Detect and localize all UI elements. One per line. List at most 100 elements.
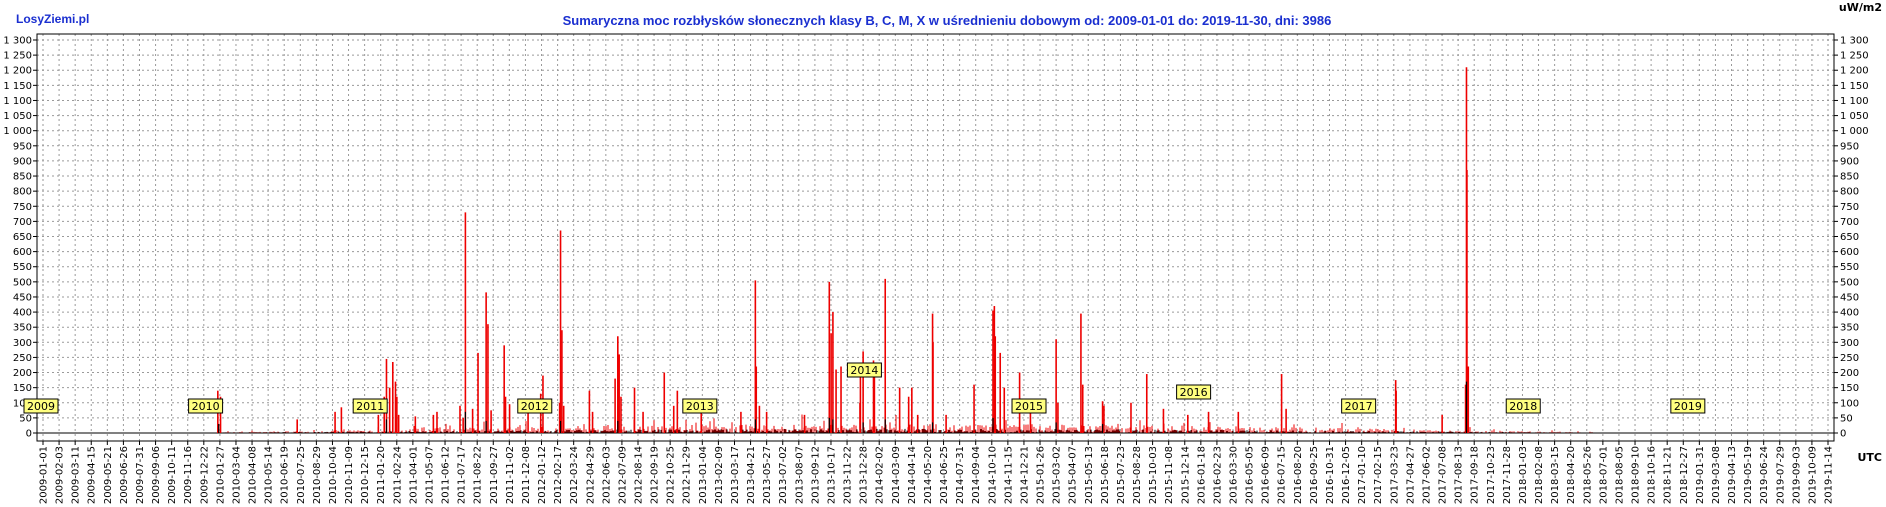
x-tick-label: 2014-02-02 <box>875 446 886 504</box>
x-tick-label: 2013-10-17 <box>826 446 837 504</box>
y-tick-label: 150 <box>13 383 32 394</box>
y-tick-label: 850 <box>1840 172 1859 183</box>
x-tick-label: 2013-08-07 <box>794 446 805 504</box>
y-tick-label: 50 <box>1840 413 1853 424</box>
year-marker-label: 2014 <box>850 364 878 377</box>
year-marker: 2010 <box>188 398 224 414</box>
x-tick-label: 2014-04-14 <box>907 446 918 504</box>
y-tick-label: 600 <box>1840 247 1859 258</box>
x-tick-label: 2018-03-15 <box>1550 446 1561 504</box>
x-tick-label: 2019-01-31 <box>1695 446 1706 504</box>
year-marker-box <box>682 398 718 414</box>
y-tick-label: 550 <box>1840 262 1859 273</box>
x-tick-label: 2015-05-13 <box>1084 446 1095 504</box>
y-tick-label: 1 150 <box>1840 81 1869 92</box>
x-tick-label: 2014-09-04 <box>971 446 982 504</box>
year-markers: 2009 2010 2011 2012 2013 2014 2015 2016 2017 2018… <box>23 362 1706 414</box>
x-tick-label: 2012-08-14 <box>634 446 645 504</box>
x-tick-label: 2012-02-17 <box>553 446 564 504</box>
y-tick-label: 0 <box>26 429 32 440</box>
y-tick-label: 1 000 <box>1840 126 1869 137</box>
y-tick-label: 350 <box>1840 323 1859 334</box>
x-tick-label: 2016-10-31 <box>1325 446 1336 504</box>
x-tick-label: 2015-04-07 <box>1068 446 1079 504</box>
x-tick-label: 2016-06-09 <box>1261 446 1272 504</box>
y-tick-label: 700 <box>13 217 32 228</box>
year-marker-box <box>1505 398 1541 414</box>
x-tick-label: 2011-01-20 <box>376 446 387 504</box>
y-tick-label: 1 200 <box>1840 66 1869 77</box>
y-tick-label: 300 <box>1840 338 1859 349</box>
x-tick-label: 2016-08-20 <box>1293 446 1304 504</box>
x-tick-label: 2013-11-22 <box>843 446 854 504</box>
plot-frame <box>36 33 1835 442</box>
y-tick-label: 250 <box>1840 353 1859 364</box>
chart-title: Sumaryczna moc rozbłysków słonecznych kl… <box>563 13 1332 28</box>
x-tick-label: 2009-01-01 <box>39 446 50 504</box>
y-tick-label: 800 <box>13 187 32 198</box>
y-tick-label: 550 <box>13 262 32 273</box>
x-tick-label: 2012-04-29 <box>585 446 596 504</box>
x-tick-label: 2009-11-16 <box>183 446 194 504</box>
x-tick-label: 2016-05-05 <box>1245 446 1256 504</box>
x-tick-label: 2012-03-24 <box>569 446 580 504</box>
y-tick-label: 300 <box>13 338 32 349</box>
year-marker-box <box>352 398 388 414</box>
x-tick-label: 2010-08-29 <box>312 446 323 504</box>
x-tick-label: 2015-11-08 <box>1164 446 1175 504</box>
x-tick-label: 2015-06-18 <box>1100 446 1111 504</box>
y-tick-label: 350 <box>13 323 32 334</box>
y-tick-label: 1 050 <box>1840 111 1869 122</box>
x-tick-label: 2015-10-03 <box>1148 446 1159 504</box>
x-tick-label: 2013-12-28 <box>859 446 870 504</box>
x-tick-label: 2017-06-02 <box>1421 446 1432 504</box>
y-tick-label: 1 300 <box>1840 36 1869 47</box>
year-marker-label: 2017 <box>1345 400 1373 413</box>
x-tick-label: 2015-12-14 <box>1180 446 1191 504</box>
x-tick-label: 2011-09-27 <box>489 446 500 504</box>
x-tick-label: 2011-11-02 <box>505 446 516 504</box>
x-tick-label: 2009-06-26 <box>119 446 130 504</box>
x-tick-label: 2009-04-15 <box>87 446 98 504</box>
year-marker-box <box>1176 384 1212 400</box>
year-marker-label: 2015 <box>1015 400 1043 413</box>
x-tick-label: 2016-12-05 <box>1341 446 1352 504</box>
x-tick-label: 2013-03-17 <box>730 446 741 504</box>
year-marker: 2019 <box>1670 398 1706 414</box>
x-tick-label: 2011-06-12 <box>441 446 452 504</box>
year-marker-label: 2019 <box>1674 400 1702 413</box>
y-tick-label: 400 <box>13 308 32 319</box>
year-marker: 2018 <box>1505 398 1541 414</box>
y-tick-label: 1 300 <box>3 36 32 47</box>
x-tick-label: 2014-11-15 <box>1003 446 1014 504</box>
x-tick-label: 2011-07-17 <box>457 446 468 504</box>
x-tick-label: 2012-01-12 <box>537 446 548 504</box>
x-tick-label: 2015-03-02 <box>1052 446 1063 504</box>
x-tick-label: 2011-04-01 <box>408 446 419 504</box>
year-marker: 2017 <box>1341 398 1377 414</box>
y-tick-label: 250 <box>13 353 32 364</box>
y-tick-label: 1 050 <box>3 111 32 122</box>
x-tick-label: 2019-10-09 <box>1807 446 1818 504</box>
x-tick-label: 2010-04-08 <box>248 446 259 504</box>
x-tick-label: 2010-06-19 <box>280 446 291 504</box>
x-tick-label: 2009-03-11 <box>71 446 82 504</box>
year-marker: 2012 <box>517 398 553 414</box>
x-tick-label: 2016-09-25 <box>1309 446 1320 504</box>
x-tick-label: 2019-04-13 <box>1727 446 1738 504</box>
x-tick-label: 2013-09-12 <box>810 446 821 504</box>
x-tick-label: 2017-10-23 <box>1486 446 1497 504</box>
x-tick-label: 2017-11-28 <box>1502 446 1513 504</box>
x-tick-label: 2018-12-27 <box>1679 446 1690 504</box>
y-tick-label: 1 250 <box>1840 51 1869 62</box>
x-tick-label: 2019-03-08 <box>1711 446 1722 504</box>
x-tick-label: 2012-06-03 <box>601 446 612 504</box>
x-tick-label: 2017-03-23 <box>1389 446 1400 504</box>
x-tick-label: 2015-01-26 <box>1036 446 1047 504</box>
y-tick-label: 700 <box>1840 217 1859 228</box>
year-marker-box <box>1670 398 1706 414</box>
x-tick-label: 2019-05-19 <box>1743 446 1754 504</box>
x-tick-label: 2009-10-11 <box>167 446 178 504</box>
x-tick-label: 2017-07-08 <box>1438 446 1449 504</box>
